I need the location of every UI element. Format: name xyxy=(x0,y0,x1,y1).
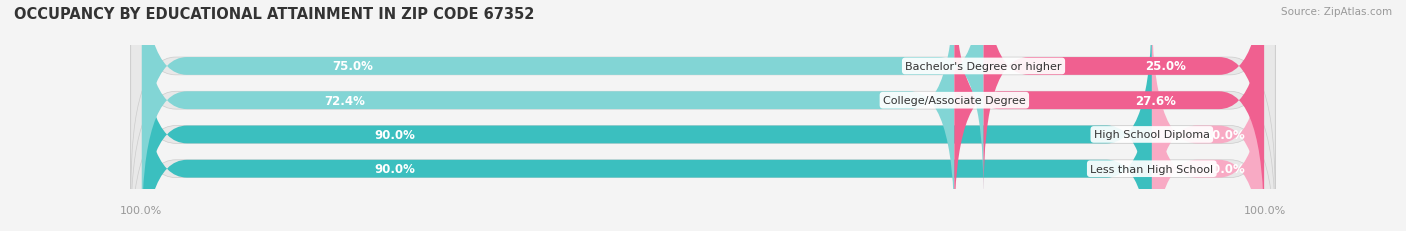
Text: 100.0%: 100.0% xyxy=(1244,205,1286,215)
FancyBboxPatch shape xyxy=(1152,7,1264,231)
Text: 72.4%: 72.4% xyxy=(325,94,366,107)
FancyBboxPatch shape xyxy=(131,0,1275,194)
FancyBboxPatch shape xyxy=(142,0,955,228)
Text: 27.6%: 27.6% xyxy=(1135,94,1175,107)
Text: 10.0%: 10.0% xyxy=(1205,128,1246,141)
FancyBboxPatch shape xyxy=(142,0,984,194)
Text: 100.0%: 100.0% xyxy=(120,205,162,215)
FancyBboxPatch shape xyxy=(131,41,1275,231)
Text: Less than High School: Less than High School xyxy=(1090,164,1213,174)
Text: 90.0%: 90.0% xyxy=(374,162,415,175)
Text: Bachelor's Degree or higher: Bachelor's Degree or higher xyxy=(905,62,1062,72)
FancyBboxPatch shape xyxy=(131,0,1275,228)
FancyBboxPatch shape xyxy=(1152,41,1264,231)
Text: 10.0%: 10.0% xyxy=(1205,162,1246,175)
Text: OCCUPANCY BY EDUCATIONAL ATTAINMENT IN ZIP CODE 67352: OCCUPANCY BY EDUCATIONAL ATTAINMENT IN Z… xyxy=(14,7,534,22)
FancyBboxPatch shape xyxy=(955,0,1264,228)
Text: High School Diploma: High School Diploma xyxy=(1094,130,1209,140)
Text: 25.0%: 25.0% xyxy=(1146,60,1187,73)
Text: 75.0%: 75.0% xyxy=(332,60,373,73)
FancyBboxPatch shape xyxy=(984,0,1264,194)
FancyBboxPatch shape xyxy=(142,7,1152,231)
FancyBboxPatch shape xyxy=(131,7,1275,231)
FancyBboxPatch shape xyxy=(142,41,1152,231)
Text: Source: ZipAtlas.com: Source: ZipAtlas.com xyxy=(1281,7,1392,17)
Text: College/Associate Degree: College/Associate Degree xyxy=(883,96,1026,106)
Text: 90.0%: 90.0% xyxy=(374,128,415,141)
